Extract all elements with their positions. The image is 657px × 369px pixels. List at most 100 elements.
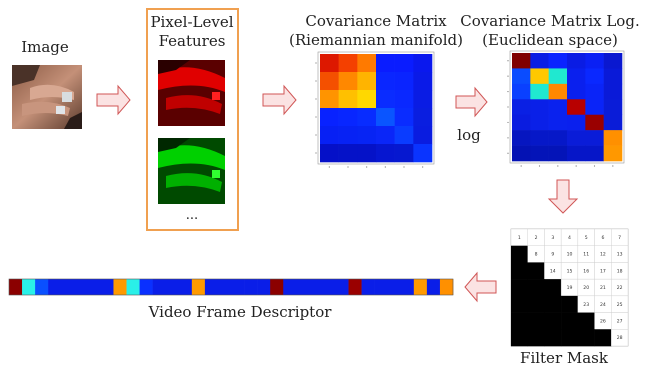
cov-matrix-cell (338, 54, 358, 73)
cov-log-cell (603, 68, 623, 85)
cov-log-axis-tick (520, 165, 522, 167)
cov-log-cell (585, 83, 604, 100)
descriptor-cell (296, 279, 310, 295)
filter-mask-number: 25 (617, 302, 623, 308)
arrow-features-to-cov (262, 84, 297, 116)
cov-log-axis-tick (612, 165, 614, 167)
cov-matrix-cell (357, 90, 377, 109)
cov-matrix-axis-tick (366, 166, 368, 168)
label-descriptor: Video Frame Descriptor (148, 303, 332, 321)
filter-mask-blocked-cell (527, 262, 545, 280)
descriptor-cell (217, 279, 232, 295)
filter-mask-number: 26 (600, 319, 606, 325)
cov-matrix-cell (338, 144, 358, 163)
cov-log-cell (567, 53, 586, 69)
cov-matrix-axis-tick (384, 166, 386, 168)
cov-log-cell (567, 99, 586, 116)
covariance-log-matrix (507, 50, 625, 167)
cov-log-cell (548, 83, 568, 100)
cov-log-cell (548, 99, 568, 116)
filter-mask-number: 19 (567, 285, 573, 291)
filter-mask-number: 13 (617, 252, 623, 258)
cov-matrix-cell (394, 72, 414, 91)
cov-matrix-cell (320, 90, 339, 109)
cov-log-axis-tick (538, 165, 541, 167)
cov-log-cell (603, 83, 623, 100)
filter-mask-number: 1 (518, 235, 521, 241)
cov-matrix-axis-tick (328, 166, 330, 168)
cov-matrix-cell (338, 126, 358, 145)
cov-log-cell (512, 68, 531, 85)
descriptor-cell (244, 279, 258, 295)
cov-matrix-cell (320, 126, 339, 145)
cov-matrix-axis-tick (315, 62, 317, 64)
descriptor-cell (113, 279, 127, 295)
filter-mask-blocked-cell (511, 312, 529, 330)
filter-mask-number: 4 (568, 235, 571, 241)
cov-log-cell (512, 114, 531, 131)
cov-matrix-axis-tick (315, 98, 317, 100)
cov-log-axis-tick (507, 75, 509, 77)
filter-mask-blocked-cell (544, 279, 562, 297)
arrow-log-to-mask (547, 179, 579, 214)
cov-log-cell (512, 53, 531, 69)
filter-mask-number: 8 (535, 252, 538, 258)
descriptor-cell (152, 279, 167, 295)
cov-log-cell (603, 53, 623, 69)
cov-log-cell (530, 83, 549, 100)
green-feature-image (158, 138, 225, 204)
arrow-cov-to-log (455, 86, 488, 118)
cov-log-cell (530, 145, 549, 162)
filter-mask-blocked-cell (561, 295, 579, 313)
cov-log-cell (512, 130, 531, 146)
cov-matrix-cell (338, 72, 358, 91)
descriptor-cell (100, 279, 114, 295)
filter-mask-blocked-cell (511, 262, 529, 280)
cov-matrix-cell (413, 108, 433, 127)
cov-log-cell (530, 68, 549, 85)
descriptor-cell (322, 279, 336, 295)
descriptor-cell (48, 279, 62, 295)
cov-log-cell (548, 68, 568, 85)
filter-mask-number: 7 (618, 235, 621, 241)
filter-mask-number: 11 (583, 252, 589, 258)
label-cov-log-line1: Covariance Matrix Log. (460, 12, 640, 30)
cov-log-cell (567, 130, 586, 146)
cov-log-cell (585, 99, 604, 116)
label-pixel-features-line1: Pixel-Level (150, 13, 234, 31)
cov-matrix-cell (413, 126, 433, 145)
filter-mask-number: 18 (617, 268, 623, 274)
filter-mask-number: 12 (600, 252, 606, 258)
filter-mask-blocked-cell (577, 329, 595, 347)
label-filter-mask: Filter Mask (520, 349, 608, 367)
filter-mask-blocked-cell (544, 295, 562, 313)
cov-matrix-cell (394, 126, 414, 145)
pixel-features-box (146, 8, 239, 231)
cov-matrix-cell (320, 54, 339, 73)
cov-log-cell (530, 99, 549, 116)
descriptor-frame (8, 278, 454, 296)
descriptor-cell (257, 279, 271, 295)
cov-log-cell (567, 114, 586, 131)
cov-matrix-cell (376, 144, 395, 163)
cov-log-frame (509, 50, 625, 164)
filter-mask-blocked-cell (511, 329, 529, 347)
arrow-mask-to-descriptor (464, 271, 497, 303)
cov-log-axis-tick (507, 152, 509, 154)
cov-log-cell (567, 145, 586, 162)
label-cov-log-line2: (Euclidean space) (482, 31, 618, 49)
cov-log-cell (585, 114, 604, 131)
cov-log-cell (603, 99, 623, 116)
filter-mask-blocked-cell (577, 312, 595, 330)
label-pixel-features: Pixel-Level Features (148, 13, 236, 51)
filter-mask-number: 24 (600, 302, 606, 308)
label-image: Image (21, 38, 69, 56)
cov-log-cell (548, 130, 568, 146)
cov-log-axis-tick (507, 121, 509, 124)
cov-log-cell (603, 130, 623, 146)
descriptor-cell (87, 279, 101, 295)
filter-mask-blocked-cell (511, 295, 529, 313)
filter-mask-number: 27 (617, 319, 623, 325)
cov-log-cell (512, 83, 531, 100)
